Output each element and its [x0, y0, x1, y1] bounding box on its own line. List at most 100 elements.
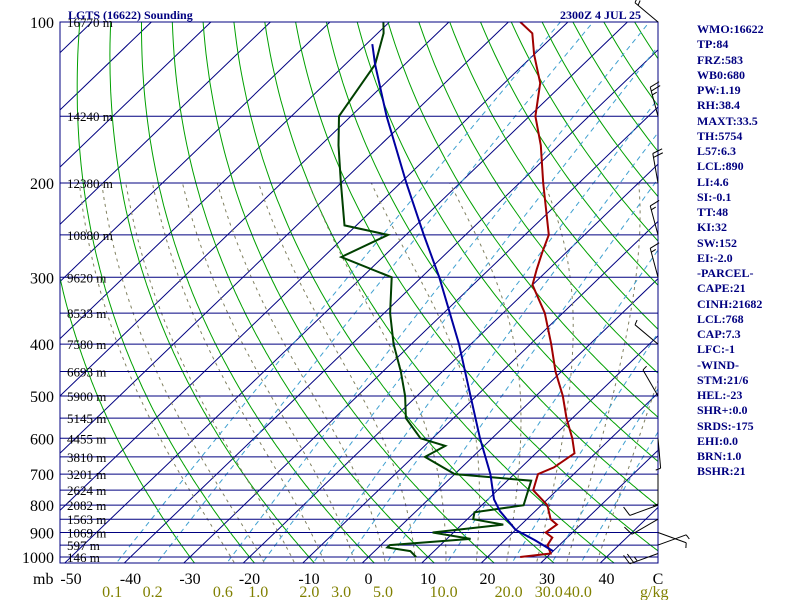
index-row: EHI:0.0	[697, 433, 739, 448]
wind-barb	[623, 504, 659, 516]
wind-barb	[657, 534, 690, 546]
moist-adiabat-line	[125, 183, 296, 563]
index-row: WB0:680	[697, 67, 745, 82]
height-label: 14240 m	[67, 109, 113, 124]
height-label: 1069 m	[67, 526, 106, 541]
temperature-profile	[519, 22, 576, 558]
moist-adiabat-line	[370, 182, 480, 563]
wind-barb-flag	[623, 555, 631, 565]
wind-barb	[657, 532, 687, 549]
mixing-ratio-line	[261, 45, 658, 563]
isotherm-line	[60, 22, 271, 226]
temperature-tick-label: C	[653, 571, 664, 588]
index-row: SI:-0.1	[697, 189, 732, 204]
index-row: FRZ:583	[697, 52, 743, 67]
temperature-tick-label: 30	[539, 571, 555, 588]
mixing-ratio-label: 5.0	[373, 584, 393, 600]
wind-barb-flag	[652, 503, 659, 507]
height-label: 16770 m	[67, 15, 113, 30]
height-label: 4455 m	[67, 431, 106, 446]
height-label: 9620 m	[67, 270, 106, 285]
index-row: BRN:1.0	[697, 449, 742, 463]
moist-adiabat-line	[308, 182, 447, 563]
wind-barb-staff	[652, 153, 659, 184]
parcel-profile	[371, 43, 554, 552]
temperature-tick-label: 40	[599, 571, 615, 588]
plot-background	[60, 22, 658, 563]
height-label: 597 m	[67, 538, 100, 553]
wind-barb-staff	[649, 87, 659, 117]
temperature-tick-label: -40	[120, 571, 141, 588]
mixing-ratio-unit-label: g/kg	[640, 584, 668, 600]
height-label: 5145 m	[67, 411, 106, 426]
mixing-ratio-line	[446, 249, 658, 563]
indices-panel: WMO:16622 TP:84 FRZ:583 WB0:680 PW:1.19 RH:38…	[697, 22, 797, 480]
isotherm-line	[361, 277, 658, 563]
mixing-ratio-line	[344, 131, 658, 563]
index-row: LCL:890	[697, 159, 744, 174]
profiles	[337, 22, 576, 558]
wind-barb-flag	[633, 556, 638, 562]
dry-adiabat-line	[295, 22, 658, 552]
isotherm-line	[183, 106, 658, 563]
isotherm-line	[60, 22, 390, 340]
temperature-tick-label: 20	[480, 571, 496, 588]
mixing-ratio-line	[226, 22, 650, 563]
wind-barb-flag	[652, 148, 663, 154]
isotherm-line	[60, 22, 450, 397]
index-row: SW:152	[697, 235, 738, 250]
index-row: LCL:768	[697, 311, 744, 326]
wind-barb	[649, 81, 661, 117]
moist-adiabat-line	[152, 183, 326, 563]
wind-barb	[655, 438, 662, 471]
height-label: 7580 m	[67, 337, 106, 352]
pressure-tick-label: 900	[30, 526, 54, 543]
moist-adiabat-line	[566, 183, 641, 563]
wind-barb-flag	[624, 526, 633, 535]
index-row: KI:32	[697, 220, 727, 235]
wind-barb-staff	[634, 2, 659, 23]
temperature-tick-label: -20	[239, 571, 260, 588]
moist-adiabat-line	[216, 182, 386, 563]
wind-barb-flag	[651, 248, 656, 253]
mixing-ratio-label: 1.0	[248, 584, 268, 600]
index-row: CAPE:21	[697, 281, 746, 296]
index-row: CINH:21682	[697, 296, 763, 311]
isotherm-line	[0, 22, 32, 568]
index-row: HEL:-23	[697, 388, 743, 402]
index-row: SHR+:0.0	[697, 403, 748, 418]
isotherm-line	[60, 22, 569, 512]
mixing-ratio-label: 3.0	[331, 584, 351, 600]
isotherm-line	[540, 449, 658, 563]
pressure-tick-labels: 100 200 300 400 500 600 700 800 900 1000	[22, 15, 54, 567]
isotherm-line	[480, 392, 658, 563]
dry-adiabat-line	[171, 22, 435, 563]
wind-barb	[652, 474, 659, 507]
wind-barb-staff	[629, 504, 659, 516]
index-row: MAXT:33.5	[697, 113, 758, 128]
wind-barb-staff	[657, 532, 687, 544]
wind-barb-flag	[634, 319, 638, 326]
moist-adiabat-line	[101, 183, 266, 563]
mixing-ratio-line	[312, 98, 658, 563]
moist-adiabat-line	[449, 182, 522, 563]
dry-adiabat-line	[264, 22, 615, 563]
height-label: 10880 m	[67, 228, 113, 243]
mixing-ratio-line	[385, 178, 658, 563]
wind-barb	[649, 200, 660, 236]
height-label: 146 m	[67, 550, 100, 565]
temperature-tick-label: -50	[60, 571, 81, 588]
wind-barb	[623, 553, 659, 565]
wind-barb-staff	[657, 534, 687, 546]
height-label: 6693 m	[67, 364, 106, 379]
dry-adiabat-line	[356, 22, 658, 463]
wind-barb-staff	[642, 369, 659, 397]
index-row: SRDS:-175	[697, 418, 754, 433]
index-row: LFC:-1	[697, 342, 735, 357]
dewpoint-profile	[337, 22, 533, 558]
wind-barb-flag	[623, 506, 631, 516]
moist-adiabat-line	[78, 183, 236, 563]
height-label: 8533 m	[67, 306, 106, 321]
pressure-tick-label: 700	[30, 467, 54, 484]
wind-barb-staff	[649, 248, 659, 278]
